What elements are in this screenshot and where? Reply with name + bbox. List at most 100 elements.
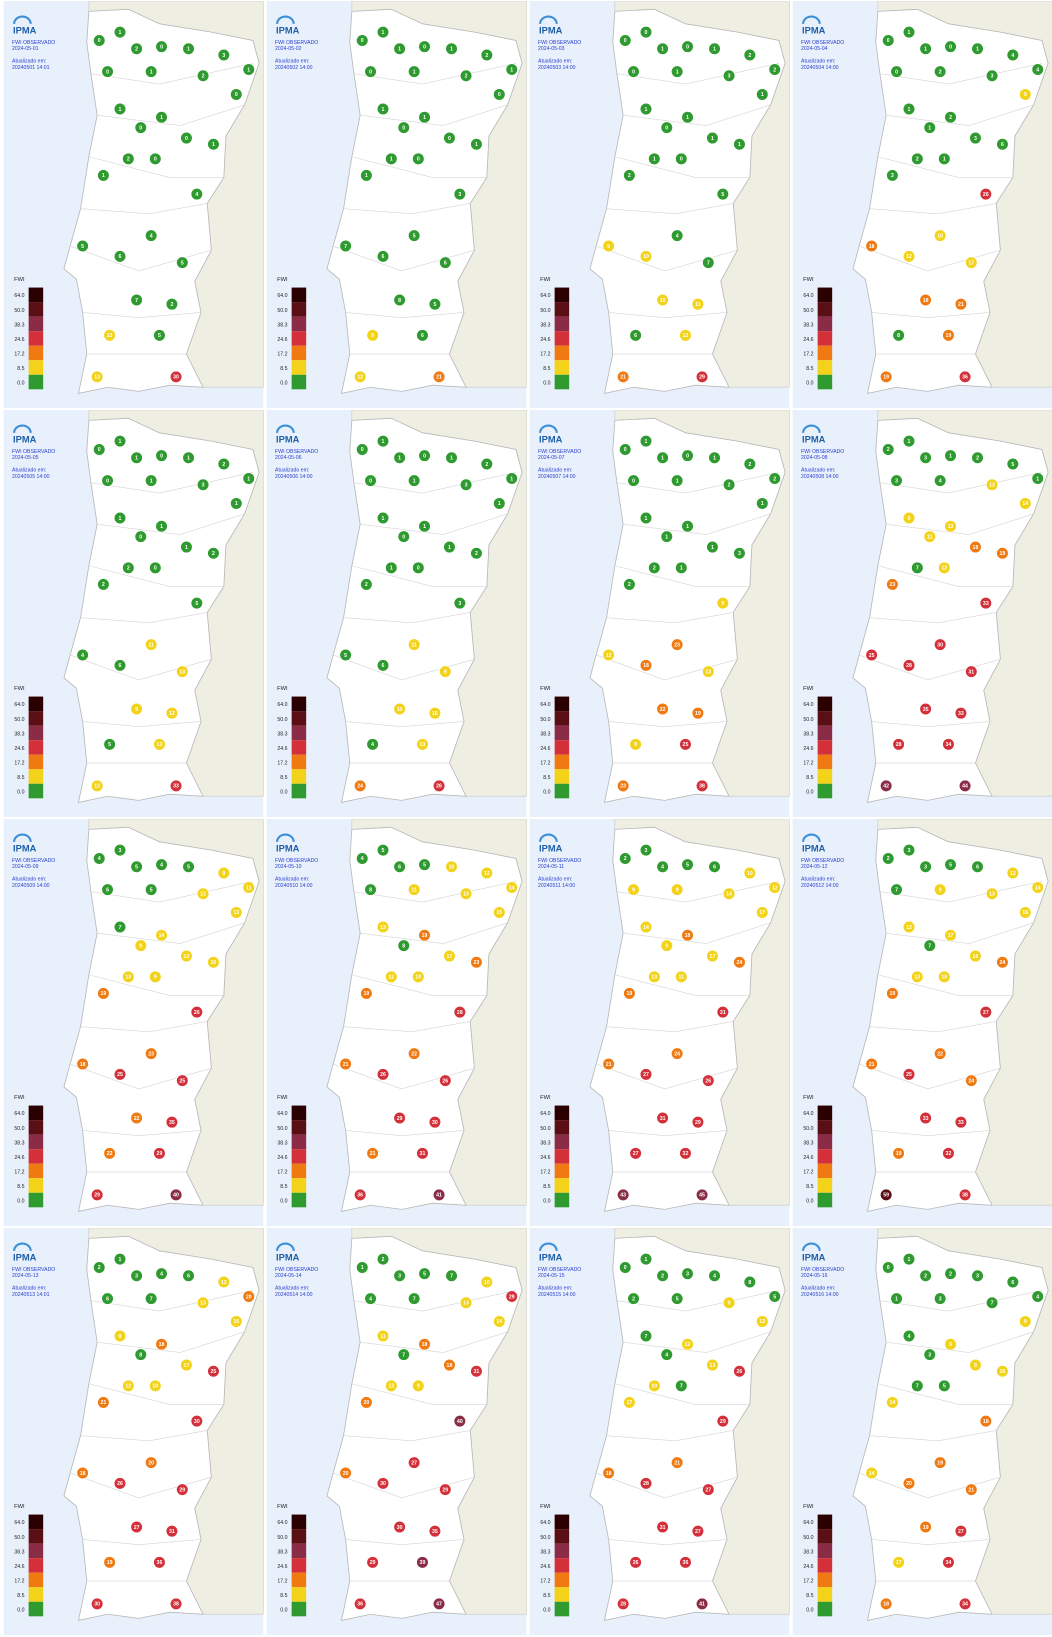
- station: [691, 707, 705, 720]
- station-value: 2: [465, 74, 468, 80]
- legend-box: [817, 360, 833, 375]
- station: [113, 102, 127, 116]
- station-value: 16: [432, 711, 438, 717]
- station-value: 3: [728, 74, 731, 80]
- station: [130, 293, 143, 307]
- district-borders: [859, 880, 1042, 1173]
- station: [985, 69, 999, 82]
- station: [230, 497, 243, 510]
- legend-box: [554, 287, 570, 303]
- station-value: 27: [958, 1529, 964, 1535]
- station-value: 29: [179, 1487, 185, 1493]
- station-value: 22: [134, 1116, 140, 1122]
- legend-box: [28, 769, 44, 784]
- station-value: 3: [924, 456, 927, 462]
- station-value: 13: [233, 910, 239, 916]
- station: [880, 370, 893, 383]
- station: [366, 329, 379, 342]
- station: [627, 883, 640, 896]
- legend-label: 64.0: [277, 1111, 287, 1117]
- station: [408, 1047, 421, 1060]
- station-value: 10: [415, 975, 421, 981]
- legend-label: 50.0: [277, 1535, 287, 1541]
- legend-label: 38.3: [14, 731, 24, 737]
- station: [902, 26, 916, 39]
- station: [923, 939, 936, 952]
- legend-label: 38.3: [277, 731, 287, 737]
- legend-label: 38.3: [540, 1549, 550, 1555]
- station-value: 22: [411, 1051, 417, 1057]
- station-value: 1: [713, 456, 716, 462]
- station: [176, 665, 189, 678]
- station: [130, 1111, 143, 1125]
- station-value: 21: [370, 1151, 376, 1157]
- station-value: 12: [169, 711, 175, 717]
- legend-label: 50.0: [14, 1535, 24, 1541]
- station-value: 13: [710, 1363, 716, 1369]
- station-value: 3: [976, 1274, 979, 1280]
- station: [944, 1267, 957, 1280]
- station: [418, 449, 431, 462]
- station-value: 1: [423, 524, 426, 530]
- station: [134, 1348, 147, 1361]
- station: [722, 1296, 736, 1309]
- legend-label: 38.3: [14, 1549, 24, 1555]
- station-value: 1: [895, 1296, 898, 1302]
- station-value: 18: [422, 1342, 428, 1348]
- station-value: 1: [661, 456, 664, 462]
- station-value: 1: [382, 439, 385, 445]
- legend-label: 50.0: [14, 1126, 24, 1132]
- station-value: 11: [679, 975, 685, 981]
- station: [459, 887, 473, 900]
- station: [453, 596, 466, 610]
- station-value: 12: [685, 1342, 691, 1348]
- legend-label: 64.0: [803, 293, 813, 299]
- station-value: 13: [179, 669, 185, 675]
- station-value: 1: [448, 545, 451, 551]
- station-value: 14: [1022, 501, 1028, 507]
- station-value: 9: [154, 975, 157, 981]
- station-value: 2: [924, 1274, 927, 1280]
- station: [439, 256, 452, 269]
- station-value: 30: [397, 1525, 403, 1531]
- district-borders: [333, 62, 516, 355]
- station: [376, 435, 390, 448]
- legend-label: 64.0: [14, 1111, 24, 1117]
- district-borders: [70, 62, 253, 355]
- station-value: 32: [683, 1151, 689, 1157]
- station: [122, 152, 135, 165]
- station: [656, 42, 669, 55]
- station: [155, 858, 168, 871]
- station: [639, 1253, 653, 1266]
- station: [716, 1414, 729, 1428]
- station: [675, 970, 688, 983]
- station-value: 1: [676, 478, 679, 484]
- logo: IPMA: [539, 1253, 563, 1263]
- logo-arc: [539, 424, 558, 433]
- station-value: 8: [748, 1280, 751, 1286]
- station: [376, 844, 390, 857]
- station-value: 13: [651, 975, 657, 981]
- station-value: 5: [1011, 462, 1014, 468]
- station-value: 5: [423, 862, 426, 868]
- station-value: 7: [707, 260, 710, 266]
- station-value: 14: [509, 885, 515, 891]
- legend-box: [817, 783, 833, 799]
- map-date: 2024-05-11: [538, 864, 564, 870]
- station-value: 6: [1011, 1280, 1014, 1286]
- station: [892, 329, 905, 342]
- district-borders: [596, 471, 779, 764]
- station-value: 2: [127, 566, 130, 572]
- updated-label: Atualizado em:: [275, 468, 309, 474]
- legend-label: 8.5: [280, 1184, 287, 1190]
- updated-label: Atualizado em:: [801, 1286, 835, 1292]
- legend-label: 0.0: [17, 1198, 24, 1204]
- station: [196, 1296, 210, 1309]
- station: [938, 561, 951, 574]
- station-value: 3: [458, 601, 461, 607]
- logo: IPMA: [802, 26, 826, 36]
- station: [376, 1477, 390, 1490]
- station: [886, 169, 899, 182]
